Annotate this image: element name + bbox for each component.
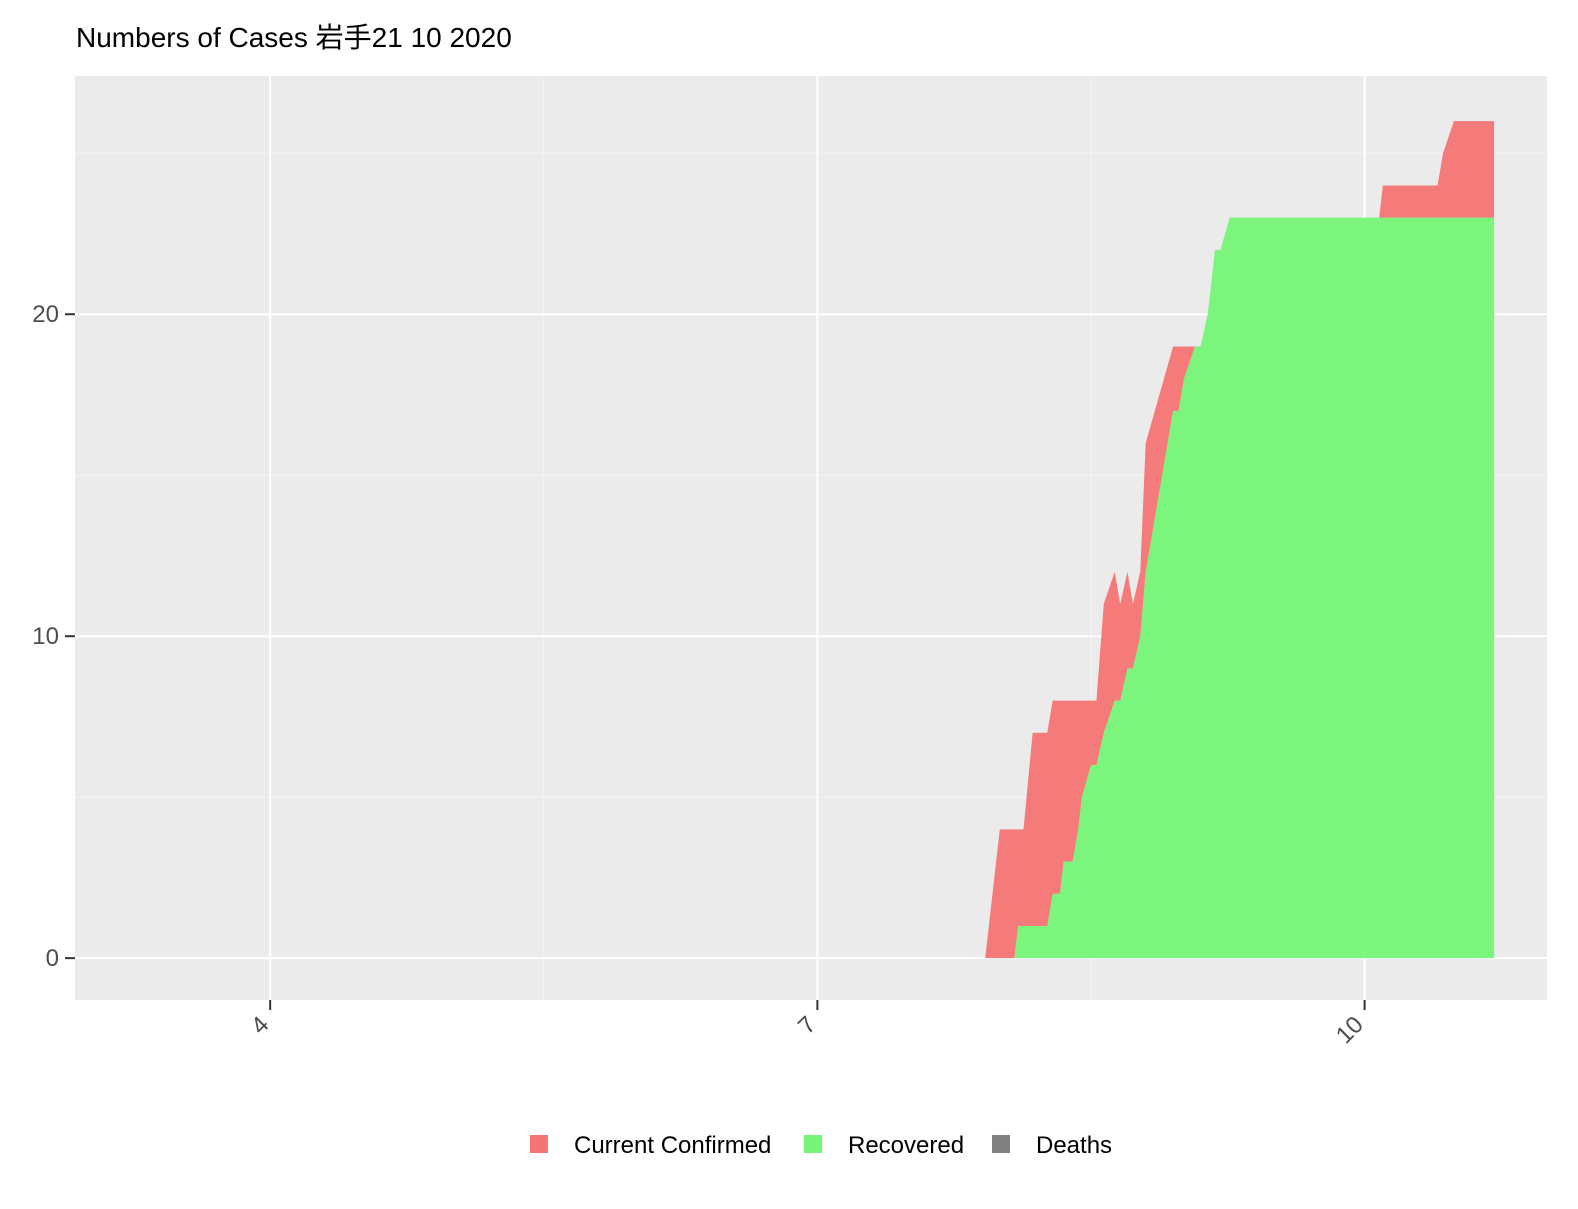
legend-key-current-confirmed	[530, 1135, 548, 1153]
series-area-current-confirmed	[985, 121, 1495, 959]
legend-key-recovered	[804, 1135, 822, 1153]
x-tick-label: 10	[1331, 1011, 1369, 1049]
chart-title: Numbers of Cases 岩手21 10 2020	[76, 22, 512, 53]
x-tick-label: 4	[246, 1011, 275, 1040]
y-tick-label: 20	[32, 301, 59, 328]
x-axis: 4 7 10	[246, 1000, 1369, 1049]
series-area-recovered	[1014, 217, 1495, 959]
legend-key-deaths	[992, 1135, 1010, 1153]
legend-label-deaths: Deaths	[1036, 1132, 1112, 1159]
legend-label-recovered: Recovered	[848, 1132, 964, 1159]
data-areas	[985, 121, 1495, 959]
y-tick-label: 0	[46, 945, 59, 972]
y-axis: 0 10 20	[32, 301, 75, 972]
x-tick-label: 7	[793, 1011, 822, 1040]
y-tick-label: 10	[32, 623, 59, 650]
legend: Current Confirmed Recovered Deaths	[530, 1132, 1112, 1159]
legend-label-current-confirmed: Current Confirmed	[574, 1132, 771, 1159]
